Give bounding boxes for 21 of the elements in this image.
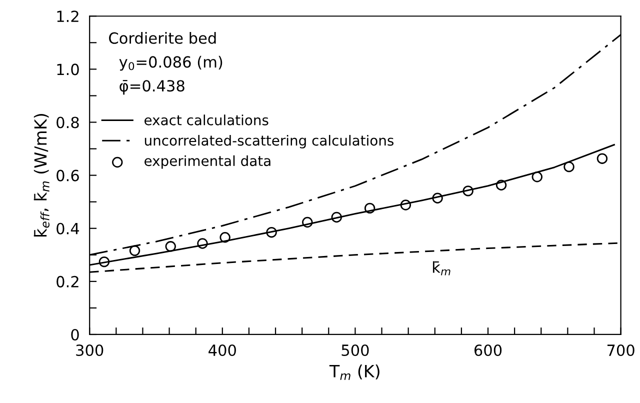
x-tick-label: 500 xyxy=(342,344,369,356)
y-tick-label: 0.2 xyxy=(56,276,78,288)
x-axis-title: T$_{m}$ (K) xyxy=(329,364,380,380)
legend-label: experimental data xyxy=(144,155,270,169)
y-tick-label: 1.2 xyxy=(57,10,78,22)
y-tick-label: 0.6 xyxy=(56,170,79,182)
legend-label: exact calculations xyxy=(144,114,268,126)
annotation: φ̄=0.438 xyxy=(120,80,184,95)
y-axis-title: k̄$_{eff}$, k̄$_{m}$ (W/mK) xyxy=(34,114,50,237)
x-tick-label: 700 xyxy=(607,344,634,356)
series-label: k̄$_{m}$ xyxy=(432,261,450,276)
y-tick-label: 0.4 xyxy=(56,222,80,234)
x-tick-label: 600 xyxy=(474,344,502,356)
y-tick-label: 0.8 xyxy=(56,116,79,128)
x-tick-label: 400 xyxy=(208,344,236,356)
x-tick-label: 300 xyxy=(76,344,104,356)
y-tick-label: 1.0 xyxy=(57,64,79,76)
y-tick-label: 0 xyxy=(71,328,79,341)
legend-label: uncorrelated-scattering calculations xyxy=(144,134,394,148)
annotation: y$_{0}$=0.086 (m) xyxy=(119,56,222,71)
annotation: Cordierite bed xyxy=(109,32,216,44)
